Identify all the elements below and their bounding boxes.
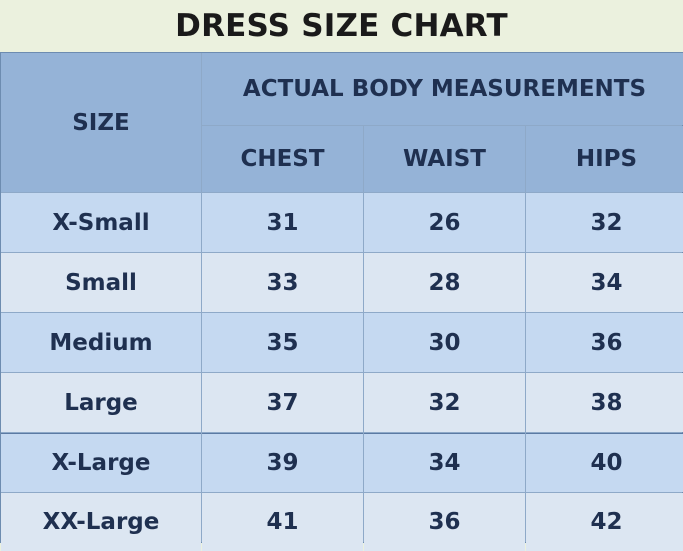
table-row-size: Large [1,373,201,432]
table-row-chest: 33 [202,253,363,312]
table-row-hips: 40 [526,433,683,492]
table-row-waist: 26 [364,193,525,252]
table-row-chest: 41 [202,493,363,551]
table-row-hips: 36 [526,313,683,372]
chest-header: CHEST [202,126,363,192]
table-row-hips: 42 [526,493,683,551]
table-row-chest: 37 [202,373,363,432]
table-row-size: X-Small [1,193,201,252]
table-row-chest: 31 [202,193,363,252]
table-row-hips: 34 [526,253,683,312]
table-row-size: Small [1,253,201,312]
hips-header: HIPS [526,126,683,192]
chart-title: DRESS SIZE CHART [175,8,508,44]
table-row-waist: 30 [364,313,525,372]
table-row-waist: 28 [364,253,525,312]
table-row-hips: 38 [526,373,683,432]
title-bar: DRESS SIZE CHART [0,0,683,52]
table-row-size: X-Large [1,433,201,492]
table-row-waist: 36 [364,493,525,551]
table-row-hips: 32 [526,193,683,252]
table-row-size: XX-Large [1,493,201,551]
size-table: SIZE ACTUAL BODY MEASUREMENTS CHEST WAIS… [0,52,683,551]
table-row-waist: 32 [364,373,525,432]
table-row-chest: 35 [202,313,363,372]
table-row-chest: 39 [202,433,363,492]
table-row-waist: 34 [364,433,525,492]
waist-header: WAIST [364,126,525,192]
table-row-size: Medium [1,313,201,372]
measurements-group-header: ACTUAL BODY MEASUREMENTS [202,53,683,125]
size-header: SIZE [1,53,201,192]
